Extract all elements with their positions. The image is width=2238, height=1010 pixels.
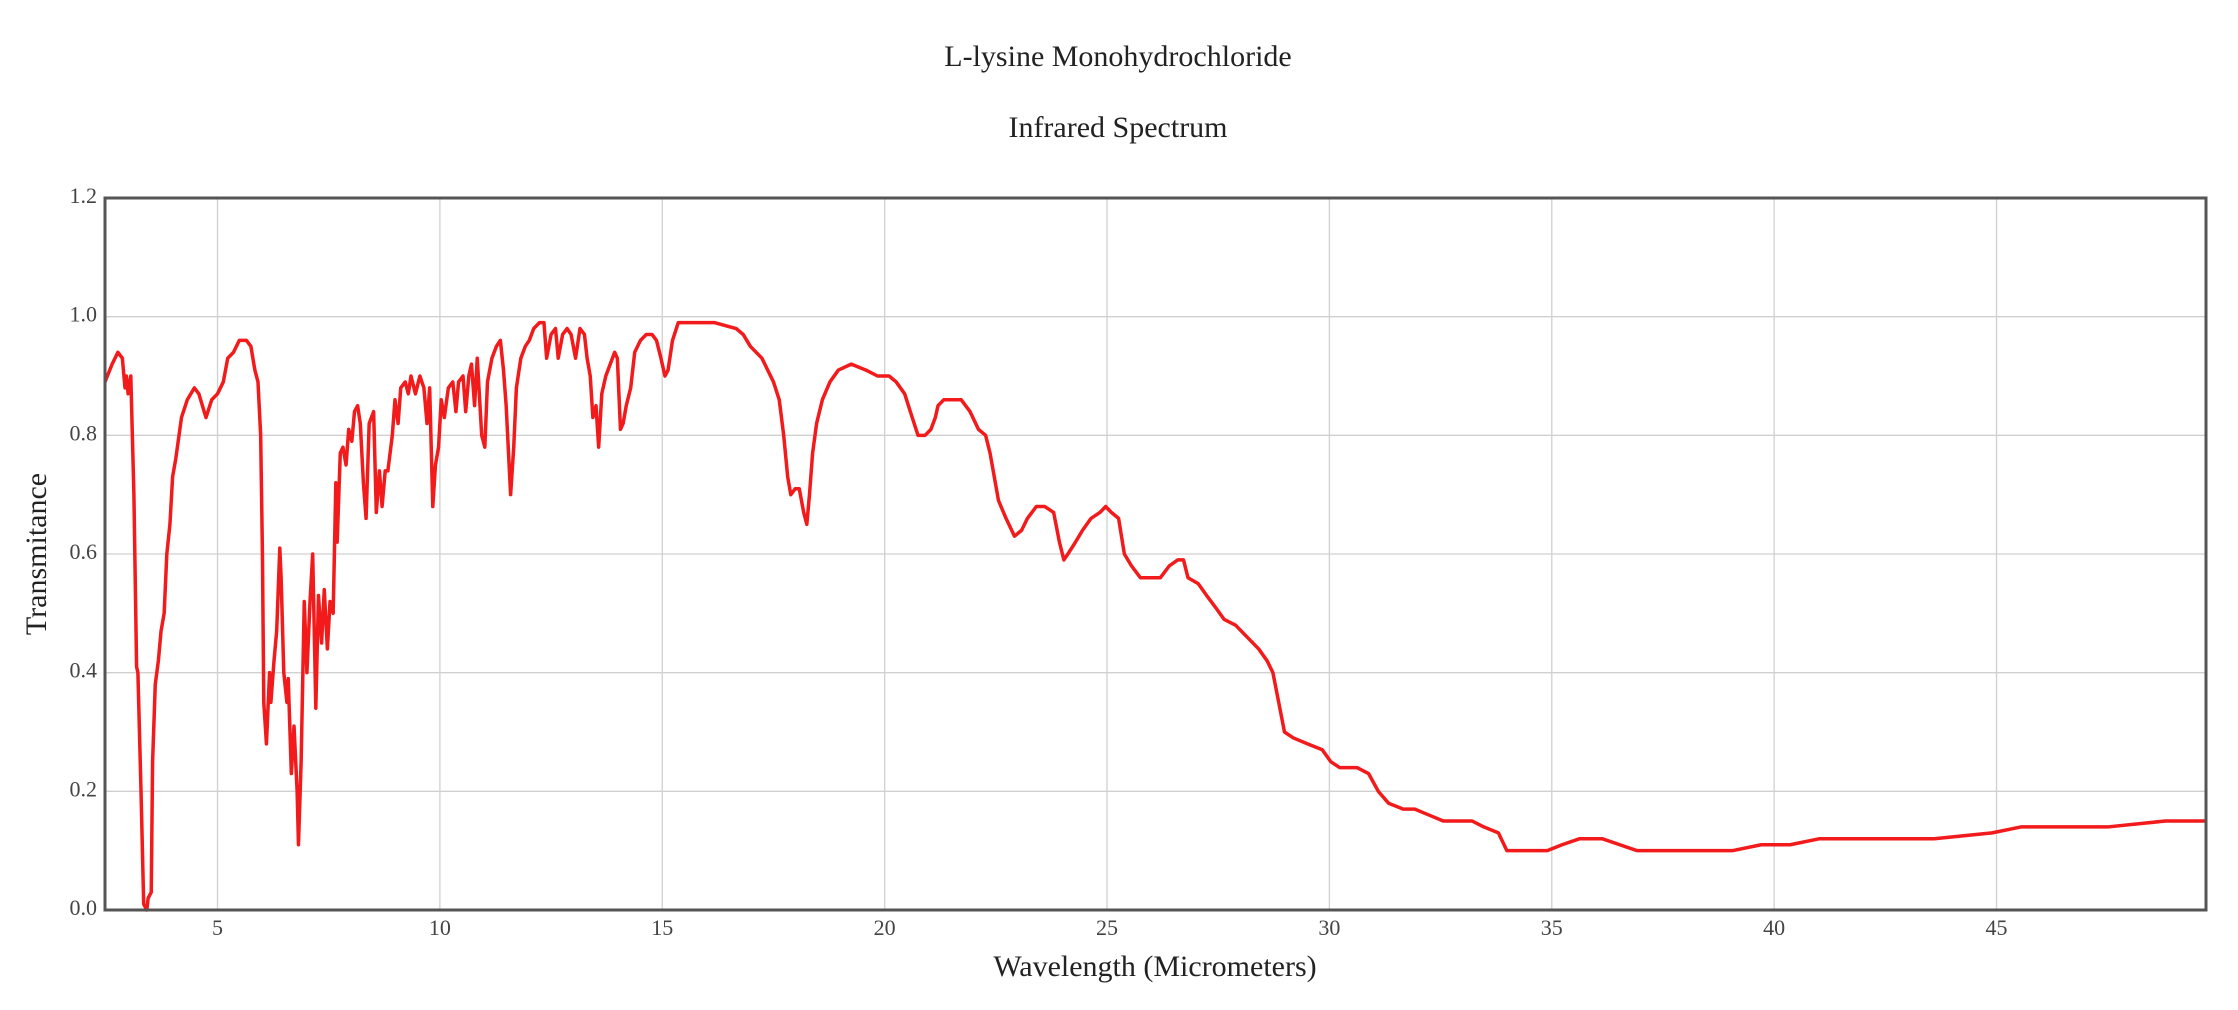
x-tick-label: 5	[212, 915, 223, 940]
x-tick-label: 30	[1318, 915, 1340, 940]
x-tick-label: 10	[429, 915, 451, 940]
spectrum-line	[103, 320, 2206, 912]
y-tick-label: 0.6	[70, 539, 98, 564]
y-tick-label: 0.2	[70, 776, 98, 801]
x-axis-label: Wavelength (Micrometers)	[993, 950, 1316, 983]
x-tick-label: 25	[1096, 915, 1118, 940]
plot-frame	[103, 196, 2208, 912]
x-tick-label: 40	[1763, 915, 1785, 940]
y-tick-label: 0.8	[70, 420, 98, 445]
y-tick-label: 1.0	[70, 302, 98, 327]
x-tick-label: 35	[1541, 915, 1563, 940]
chart-subtitle: Infrared Spectrum	[1008, 111, 1227, 144]
y-tick-label: 0.4	[70, 658, 98, 683]
x-tick-label: 20	[874, 915, 896, 940]
x-tick-label: 45	[1986, 915, 2008, 940]
chart-title: L-lysine Monohydrochloride	[944, 40, 1291, 73]
y-tick-label: 0.0	[70, 895, 98, 920]
y-axis-label: Transmitance	[20, 473, 53, 635]
x-tick-label: 15	[651, 915, 673, 940]
y-tick-label: 1.2	[70, 183, 98, 208]
